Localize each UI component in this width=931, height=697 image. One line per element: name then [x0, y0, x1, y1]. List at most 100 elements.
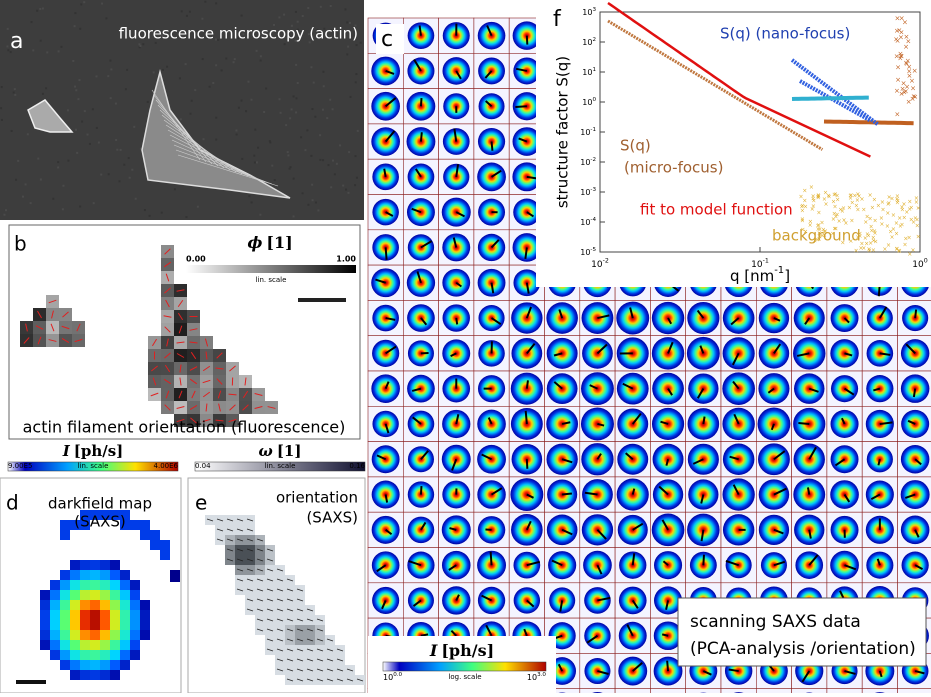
background-point: ×	[907, 206, 912, 213]
heat-cell	[70, 580, 80, 590]
noise	[67, 109, 69, 111]
noise	[332, 108, 334, 110]
heat-cell	[70, 660, 80, 670]
noise	[241, 100, 243, 102]
noise	[297, 21, 299, 23]
heat-cell	[90, 600, 100, 610]
heat-cell	[130, 610, 140, 620]
saxs-pattern	[831, 304, 859, 332]
noise	[5, 209, 7, 211]
noise	[1, 86, 3, 88]
noise	[279, 98, 281, 100]
noise	[60, 46, 62, 48]
noise	[355, 155, 357, 157]
saxs-pattern	[442, 233, 470, 261]
background-point: ×	[885, 223, 890, 230]
noise	[322, 159, 324, 161]
noise	[344, 8, 346, 10]
heat-cell	[110, 580, 120, 590]
saxs-pattern	[653, 479, 683, 509]
noise	[257, 147, 259, 149]
heat-cell	[60, 590, 70, 600]
noise	[32, 49, 34, 51]
noise	[322, 71, 324, 73]
noise	[253, 155, 255, 157]
noise	[221, 69, 223, 71]
noise	[79, 206, 81, 208]
background-point: ×	[871, 247, 876, 254]
background-point: ×	[885, 210, 890, 217]
noise	[241, 158, 243, 160]
noise	[265, 87, 267, 89]
background-point: ×	[816, 210, 821, 217]
heat-cell	[60, 660, 70, 670]
heat-cell	[120, 630, 130, 640]
noise	[263, 111, 265, 113]
noise	[131, 169, 133, 171]
noise	[339, 144, 341, 146]
noise	[161, 212, 163, 214]
heat-cell	[110, 630, 120, 640]
background-point: ×	[835, 193, 840, 200]
noise	[105, 17, 107, 19]
heat-cell	[90, 610, 100, 620]
orientation-line	[915, 310, 916, 318]
panel-title: fluorescence microscopy (actin)	[119, 25, 358, 43]
power-base: 10	[580, 158, 590, 167]
noise	[354, 184, 356, 186]
orientation-line	[703, 555, 704, 565]
noise	[283, 14, 285, 16]
background-point: ×	[848, 192, 853, 199]
noise	[326, 117, 328, 119]
power-base: 10	[580, 188, 590, 197]
noise	[185, 216, 187, 218]
heat-cell	[130, 640, 140, 650]
noise	[174, 188, 176, 190]
heat-cell	[40, 640, 50, 650]
heat-cell	[50, 580, 60, 590]
noise	[149, 215, 151, 217]
background-point: ×	[802, 188, 807, 195]
noise	[62, 208, 64, 210]
noise	[260, 55, 262, 57]
heat-cell	[110, 640, 120, 650]
heat-cell	[130, 600, 140, 610]
heat-cell	[90, 560, 100, 570]
noise	[22, 196, 24, 198]
heat-cell	[80, 600, 90, 610]
symbol: ϕ	[247, 233, 262, 252]
panel-label: f	[553, 7, 562, 32]
scatter-point: ×	[901, 79, 907, 87]
noise	[76, 152, 78, 154]
heat-cell	[140, 600, 150, 610]
heat-cell	[70, 650, 80, 660]
noise	[300, 136, 302, 138]
heat-cell	[100, 650, 110, 660]
orientation-line	[667, 661, 668, 671]
scatter-point: ×	[894, 111, 900, 119]
heat-cell	[150, 540, 160, 550]
noise	[92, 108, 94, 110]
saxs-cell	[827, 689, 862, 693]
background-point: ×	[882, 246, 887, 253]
saxs-pattern	[830, 551, 859, 580]
legend-text: (micro-focus)	[624, 159, 723, 177]
noise	[313, 82, 315, 84]
noise	[81, 121, 83, 123]
heat-cell	[90, 570, 100, 580]
colorbar-title: I[ph/s]	[62, 442, 124, 460]
noise	[236, 133, 238, 135]
colorbar	[186, 265, 356, 273]
background-point: ×	[868, 192, 873, 199]
heat-cell	[110, 620, 120, 630]
background-point: ×	[916, 233, 921, 240]
background-point: ×	[867, 246, 872, 253]
scatter-point: ×	[899, 14, 905, 22]
noise	[80, 3, 82, 5]
noise	[42, 8, 44, 10]
noise	[62, 185, 64, 187]
heat-cell	[160, 550, 170, 560]
noise	[75, 129, 77, 131]
background-point: ×	[897, 215, 902, 222]
saxs-pattern	[372, 551, 400, 579]
